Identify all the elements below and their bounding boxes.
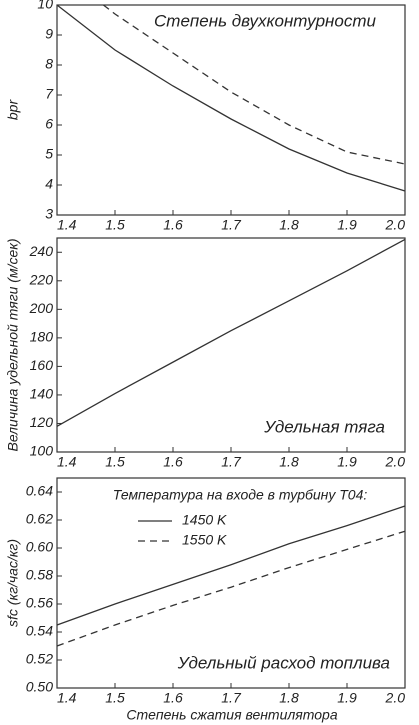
series-line <box>56 4 406 192</box>
y-tick-label: 200 <box>29 300 54 316</box>
y-tick-label: 0.60 <box>26 539 53 555</box>
annotation: Удельный расход топлива <box>177 653 390 672</box>
x-tick-label: 1.5 <box>105 690 125 706</box>
x-tick-label: 1.8 <box>279 690 299 706</box>
x-tick-label: 2.0 <box>385 217 406 233</box>
y-tick-label: 180 <box>30 329 54 345</box>
y-tick-label: 8 <box>45 56 53 72</box>
y-tick-label: 0.50 <box>26 679 53 695</box>
y-axis-label: sfc (кг/час/кг) <box>5 539 21 627</box>
y-tick-label: 3 <box>45 206 53 222</box>
x-tick-label: 1.5 <box>105 454 125 470</box>
x-tick-label: 1.7 <box>221 454 242 470</box>
y-tick-label: 0.52 <box>26 651 53 667</box>
y-tick-label: 0.54 <box>26 623 53 639</box>
x-tick-label: 1.8 <box>279 454 299 470</box>
x-tick-label: 1.4 <box>57 217 77 233</box>
y-tick-label: 220 <box>29 272 54 288</box>
y-tick-label: 0.58 <box>26 567 53 583</box>
x-tick-label: 2.0 <box>385 690 406 706</box>
y-tick-label: 4 <box>45 176 53 192</box>
x-tick-label: 1.4 <box>57 690 77 706</box>
annotation: Степень двухконтурности <box>154 11 376 30</box>
legend-label: 1450 K <box>182 512 227 528</box>
y-tick-label: 10 <box>37 0 53 12</box>
y-tick-label: 0.56 <box>26 595 53 611</box>
x-tick-label: 1.4 <box>57 454 77 470</box>
x-tick-label: 1.6 <box>163 454 183 470</box>
y-tick-label: 120 <box>30 414 54 430</box>
y-tick-label: 240 <box>29 243 54 259</box>
x-tick-label: 1.6 <box>163 217 183 233</box>
y-axis-label: bpr <box>5 99 21 121</box>
series-line <box>56 530 406 647</box>
y-tick-label: 0.62 <box>26 511 53 527</box>
y-axis-label: Величина удельной тяги (м/сек) <box>5 238 21 451</box>
series-line <box>56 238 406 427</box>
x-tick-label: 1.8 <box>279 217 299 233</box>
series-line <box>103 4 406 165</box>
x-tick-label: 1.9 <box>337 690 357 706</box>
y-tick-label: 7 <box>45 86 54 102</box>
y-tick-label: 100 <box>30 443 54 459</box>
y-tick-label: 9 <box>45 26 53 42</box>
annotation: Удельная тяга <box>263 417 385 436</box>
y-tick-label: 160 <box>30 357 54 373</box>
series-line <box>56 505 406 626</box>
legend-label: 1550 K <box>182 532 227 548</box>
x-tick-label: 1.5 <box>105 217 125 233</box>
plot-frame <box>56 4 406 216</box>
x-tick-label: 1.7 <box>221 690 242 706</box>
y-tick-label: 0.64 <box>26 483 53 499</box>
x-tick-label: 1.7 <box>221 217 242 233</box>
y-tick-label: 6 <box>45 116 53 132</box>
legend-title: Температура на входе в турбину T04: <box>113 487 368 503</box>
y-tick-label: 140 <box>30 386 54 402</box>
x-axis-label: Степень сжатия вентилятора <box>126 707 337 723</box>
x-tick-label: 2.0 <box>385 454 406 470</box>
y-tick-label: 5 <box>45 146 53 162</box>
x-tick-label: 1.6 <box>163 690 183 706</box>
x-tick-label: 1.9 <box>337 217 357 233</box>
x-tick-label: 1.9 <box>337 454 357 470</box>
